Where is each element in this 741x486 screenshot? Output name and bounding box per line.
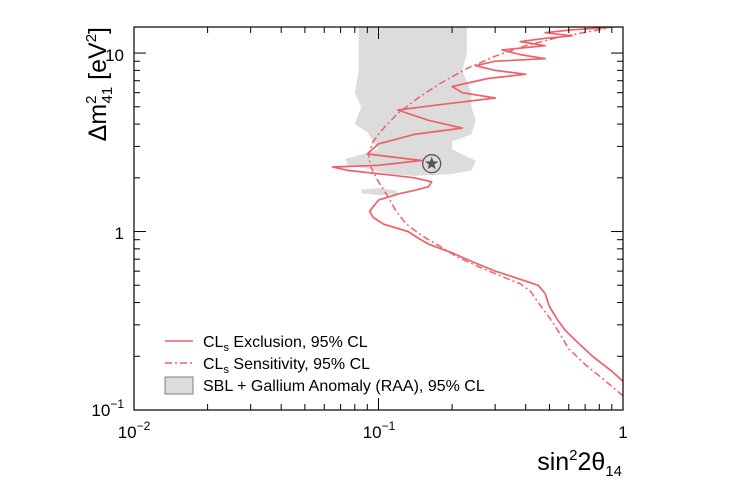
legend-swatch-band bbox=[164, 376, 194, 395]
y-tick-label-1: 1 bbox=[115, 224, 124, 243]
band-region-0 bbox=[345, 27, 476, 176]
series-lines bbox=[331, 27, 623, 397]
y-tick-label-2: 10 bbox=[105, 46, 124, 65]
x-axis-title: sin22θ14 bbox=[537, 447, 622, 480]
best-fit-star bbox=[425, 156, 439, 170]
sensitivity-line bbox=[367, 27, 623, 397]
legend-label-band: SBL + Gallium Anomaly (RAA), 95% CL bbox=[203, 378, 485, 395]
y-axis-title: Δm241 [eV2] bbox=[83, 27, 116, 141]
legend: CLs Exclusion, 95% CL CLs Sensitivity, 9… bbox=[164, 334, 485, 395]
x-tick-label-1: 10−1 bbox=[363, 419, 396, 442]
best-fit-marker bbox=[422, 154, 442, 174]
legend-label-exclusion: CLs Exclusion, 95% CL bbox=[203, 334, 368, 354]
best-fit-ring bbox=[422, 154, 442, 174]
x-tick-label-0: 10−2 bbox=[118, 419, 151, 442]
allowed-region-band bbox=[345, 27, 476, 196]
band-region-1 bbox=[361, 188, 398, 196]
exclusion-line bbox=[331, 27, 623, 382]
x-tick-label-2: 1 bbox=[618, 423, 627, 442]
y-tick-label-0: 10−1 bbox=[91, 397, 124, 420]
plot-frame bbox=[133, 26, 624, 411]
legend-label-sensitivity: CLs Sensitivity, 95% CL bbox=[203, 356, 370, 376]
